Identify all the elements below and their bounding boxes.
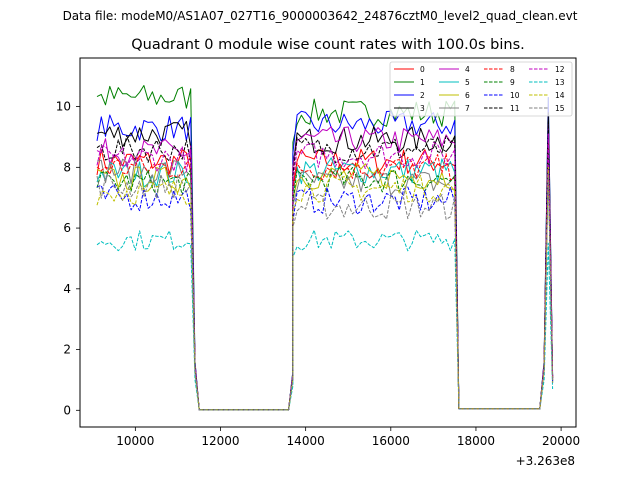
y-tick-label: 0 [63,403,71,417]
series-line-3 [96,112,554,411]
series-line-15 [96,172,554,411]
x-offset-label: +3.263e8 [516,454,575,468]
y-tick-label: 8 [63,160,71,174]
series-line-1 [96,85,554,411]
axes-frame [79,57,577,428]
x-tick-label: 20000 [542,434,580,448]
series-line-8 [96,142,554,411]
series-line-13 [96,229,554,411]
series-line-9 [96,151,554,411]
legend-label: 5 [465,78,470,87]
legend-label: 13 [555,78,565,87]
series-line-4 [96,124,554,411]
legend-label: 3 [420,104,425,113]
y-tick-label: 10 [56,100,71,114]
legend-label: 10 [510,91,520,100]
x-tick-label: 18000 [457,434,495,448]
y-axis: 0 2 4 6 8 10 [56,100,80,417]
legend-label: 1 [420,78,425,87]
x-tick-label: 16000 [372,434,410,448]
x-tick-label: 12000 [201,434,239,448]
legend-label: 7 [465,104,470,113]
legend-label: 8 [510,65,515,74]
x-tick-label: 10000 [116,434,154,448]
legend-label: 6 [465,91,470,100]
series-line-12 [96,133,554,411]
y-tick-label: 2 [63,343,71,357]
legend-label: 15 [555,104,565,113]
series-line-11 [96,121,554,411]
x-axis: 10000 12000 14000 16000 18000 20000 [116,427,580,448]
series-line-10 [96,166,554,411]
y-tick-label: 6 [63,221,71,235]
data-file-header: Data file: modeM0/AS1A07_027T16_90000036… [63,9,578,23]
y-tick-label: 4 [63,282,71,296]
legend-label: 4 [465,65,470,74]
legend-label: 11 [510,104,520,113]
series-line-7 [96,156,554,411]
legend-label: 0 [420,65,425,74]
legend-label: 14 [555,91,565,100]
series-line-0 [96,136,554,411]
series-line-14 [96,166,554,411]
legend-box [389,61,573,117]
series-line-2 [96,97,554,411]
plot-area [79,57,577,428]
chart-title: Quadrant 0 module wise count rates with … [131,37,525,53]
x-tick-label: 14000 [287,434,325,448]
legend-label: 9 [510,78,515,87]
legend-label: 2 [420,91,425,100]
series-line-6 [96,157,554,411]
legend-label: 12 [555,65,565,74]
